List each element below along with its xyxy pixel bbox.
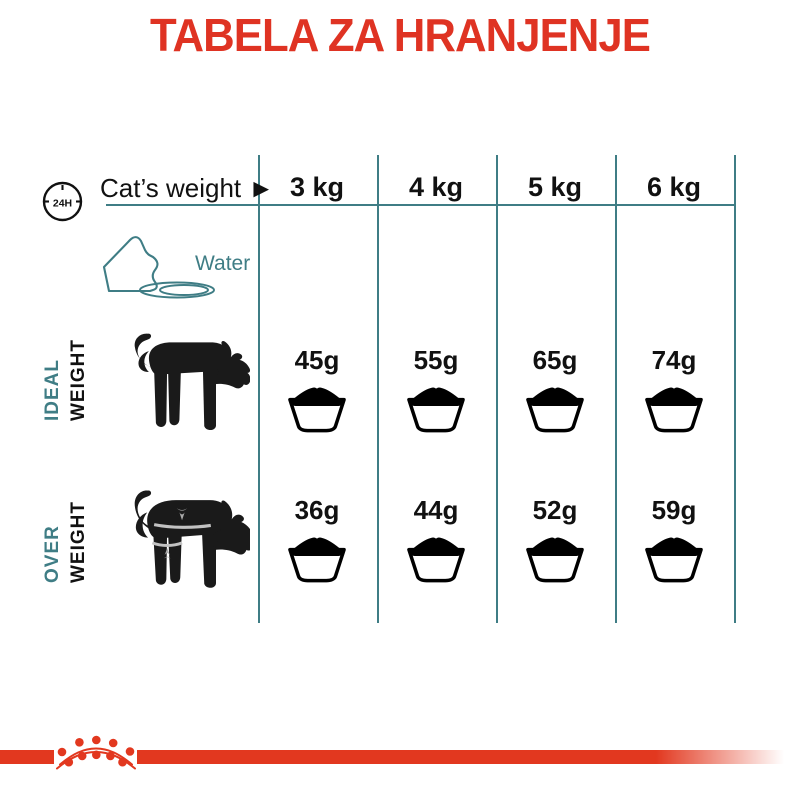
svg-text:Water: Water — [195, 252, 250, 275]
svg-text:24H: 24H — [53, 198, 72, 210]
